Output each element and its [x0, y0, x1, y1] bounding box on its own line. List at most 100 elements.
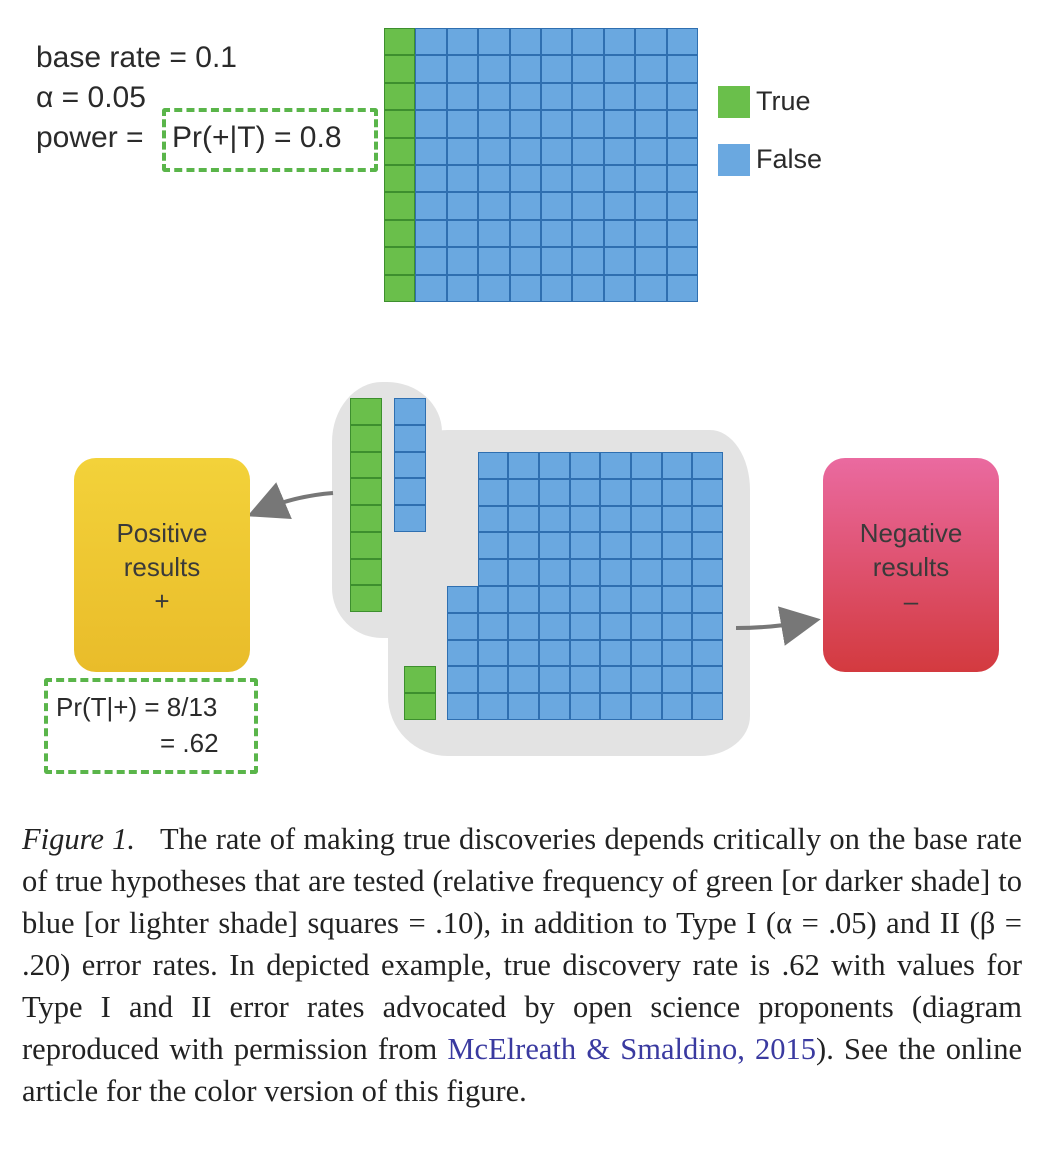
false-square — [540, 82, 573, 111]
false-square — [666, 274, 698, 302]
true-square — [384, 219, 416, 248]
true-positive-square — [350, 424, 382, 452]
true-negative-square — [538, 693, 570, 720]
false-square — [572, 82, 604, 111]
true-square — [384, 82, 416, 111]
true-negative-square — [661, 532, 693, 560]
true-negative-square — [538, 585, 570, 613]
true-negative-square — [447, 693, 478, 720]
false-square — [415, 164, 447, 193]
false-square — [478, 28, 510, 56]
false-square — [540, 219, 573, 248]
true-negative-square — [630, 478, 662, 506]
true-negative-square — [661, 639, 693, 667]
true-negative-square — [569, 666, 601, 694]
legend-true-swatch — [718, 86, 750, 118]
true-negative-square — [692, 532, 723, 560]
false-square — [509, 247, 541, 275]
true-negative-square — [630, 532, 662, 560]
false-square — [478, 219, 510, 248]
positive-line2: results — [123, 552, 201, 582]
false-square — [603, 137, 636, 165]
true-negative-square — [600, 505, 631, 533]
true-negative-square — [600, 666, 631, 694]
true-negative-square — [569, 639, 601, 667]
true-negative-square — [538, 666, 570, 694]
false-square — [540, 55, 573, 83]
true-negative-square — [447, 612, 478, 640]
true-negative-square — [508, 585, 539, 613]
true-positive-square — [350, 558, 382, 586]
true-negative-square — [630, 452, 662, 479]
power-prefix-label: power = — [36, 121, 144, 154]
false-square — [446, 247, 479, 275]
false-square — [635, 55, 667, 83]
false-positive-column — [394, 398, 426, 532]
false-square — [666, 247, 698, 275]
true-square — [384, 247, 416, 275]
true-negative-square — [692, 478, 723, 506]
true-negative-square — [508, 505, 539, 533]
false-square — [540, 28, 573, 56]
true-negative-square — [630, 693, 662, 720]
true-negative-square — [569, 505, 601, 533]
legend-false-swatch — [718, 144, 750, 176]
true-negative-square — [477, 505, 509, 533]
true-negative-square — [538, 505, 570, 533]
true-negative-square — [538, 452, 570, 479]
true-square — [384, 28, 416, 56]
true-negative-square — [569, 693, 601, 720]
alpha-label: α = 0.05 — [36, 81, 146, 114]
false-square — [446, 164, 479, 193]
true-negative-square — [569, 452, 601, 479]
base-rate-label: base rate = 0.1 — [36, 41, 237, 74]
true-negative-square — [538, 612, 570, 640]
positive-results-box: Positive results + — [74, 458, 250, 672]
false-square — [572, 137, 604, 165]
false-square — [603, 82, 636, 111]
false-square — [603, 274, 636, 302]
false-square — [446, 28, 479, 56]
false-square — [603, 28, 636, 56]
citation-link[interactable]: McElreath & Smaldino, 2015 — [447, 1032, 817, 1066]
false-negative-square — [404, 693, 436, 720]
false-square — [572, 274, 604, 302]
true-positive-square — [350, 398, 382, 425]
arrow-to-negative — [735, 606, 821, 646]
population-grid — [384, 28, 698, 302]
figure-caption: Figure 1. The rate of making true discov… — [22, 818, 1022, 1112]
true-negative-square — [661, 612, 693, 640]
true-negative-square — [477, 612, 509, 640]
false-square — [415, 247, 447, 275]
discovery-line1: Pr(T|+) = 8/13 — [56, 692, 218, 722]
positive-line3: + — [154, 586, 170, 616]
false-square — [446, 82, 479, 111]
true-negative-square — [661, 452, 693, 479]
false-square — [635, 247, 667, 275]
true-negative-square — [661, 559, 693, 586]
false-positive-square — [394, 505, 426, 532]
false-square — [572, 55, 604, 83]
false-positive-square — [394, 478, 426, 506]
true-negative-square — [538, 478, 570, 506]
false-positive-square — [394, 398, 426, 425]
false-square — [572, 164, 604, 193]
true-negative-square — [692, 559, 723, 586]
false-square — [540, 137, 573, 165]
false-square — [478, 247, 510, 275]
true-negative-square — [477, 452, 509, 479]
true-negative-square — [508, 693, 539, 720]
caption-text-end: ). See the online article for the color … — [22, 1032, 1022, 1108]
discovery-highlight-box — [44, 678, 258, 774]
false-square — [572, 28, 604, 56]
false-square — [509, 274, 541, 302]
true-negative-square — [600, 478, 631, 506]
false-square — [603, 55, 636, 83]
false-square — [666, 164, 698, 193]
false-square — [509, 219, 541, 248]
true-positive-square — [350, 451, 382, 479]
false-square — [446, 110, 479, 138]
true-negative-square — [630, 666, 662, 694]
true-negative-square — [477, 639, 509, 667]
true-negative-square — [477, 693, 509, 720]
